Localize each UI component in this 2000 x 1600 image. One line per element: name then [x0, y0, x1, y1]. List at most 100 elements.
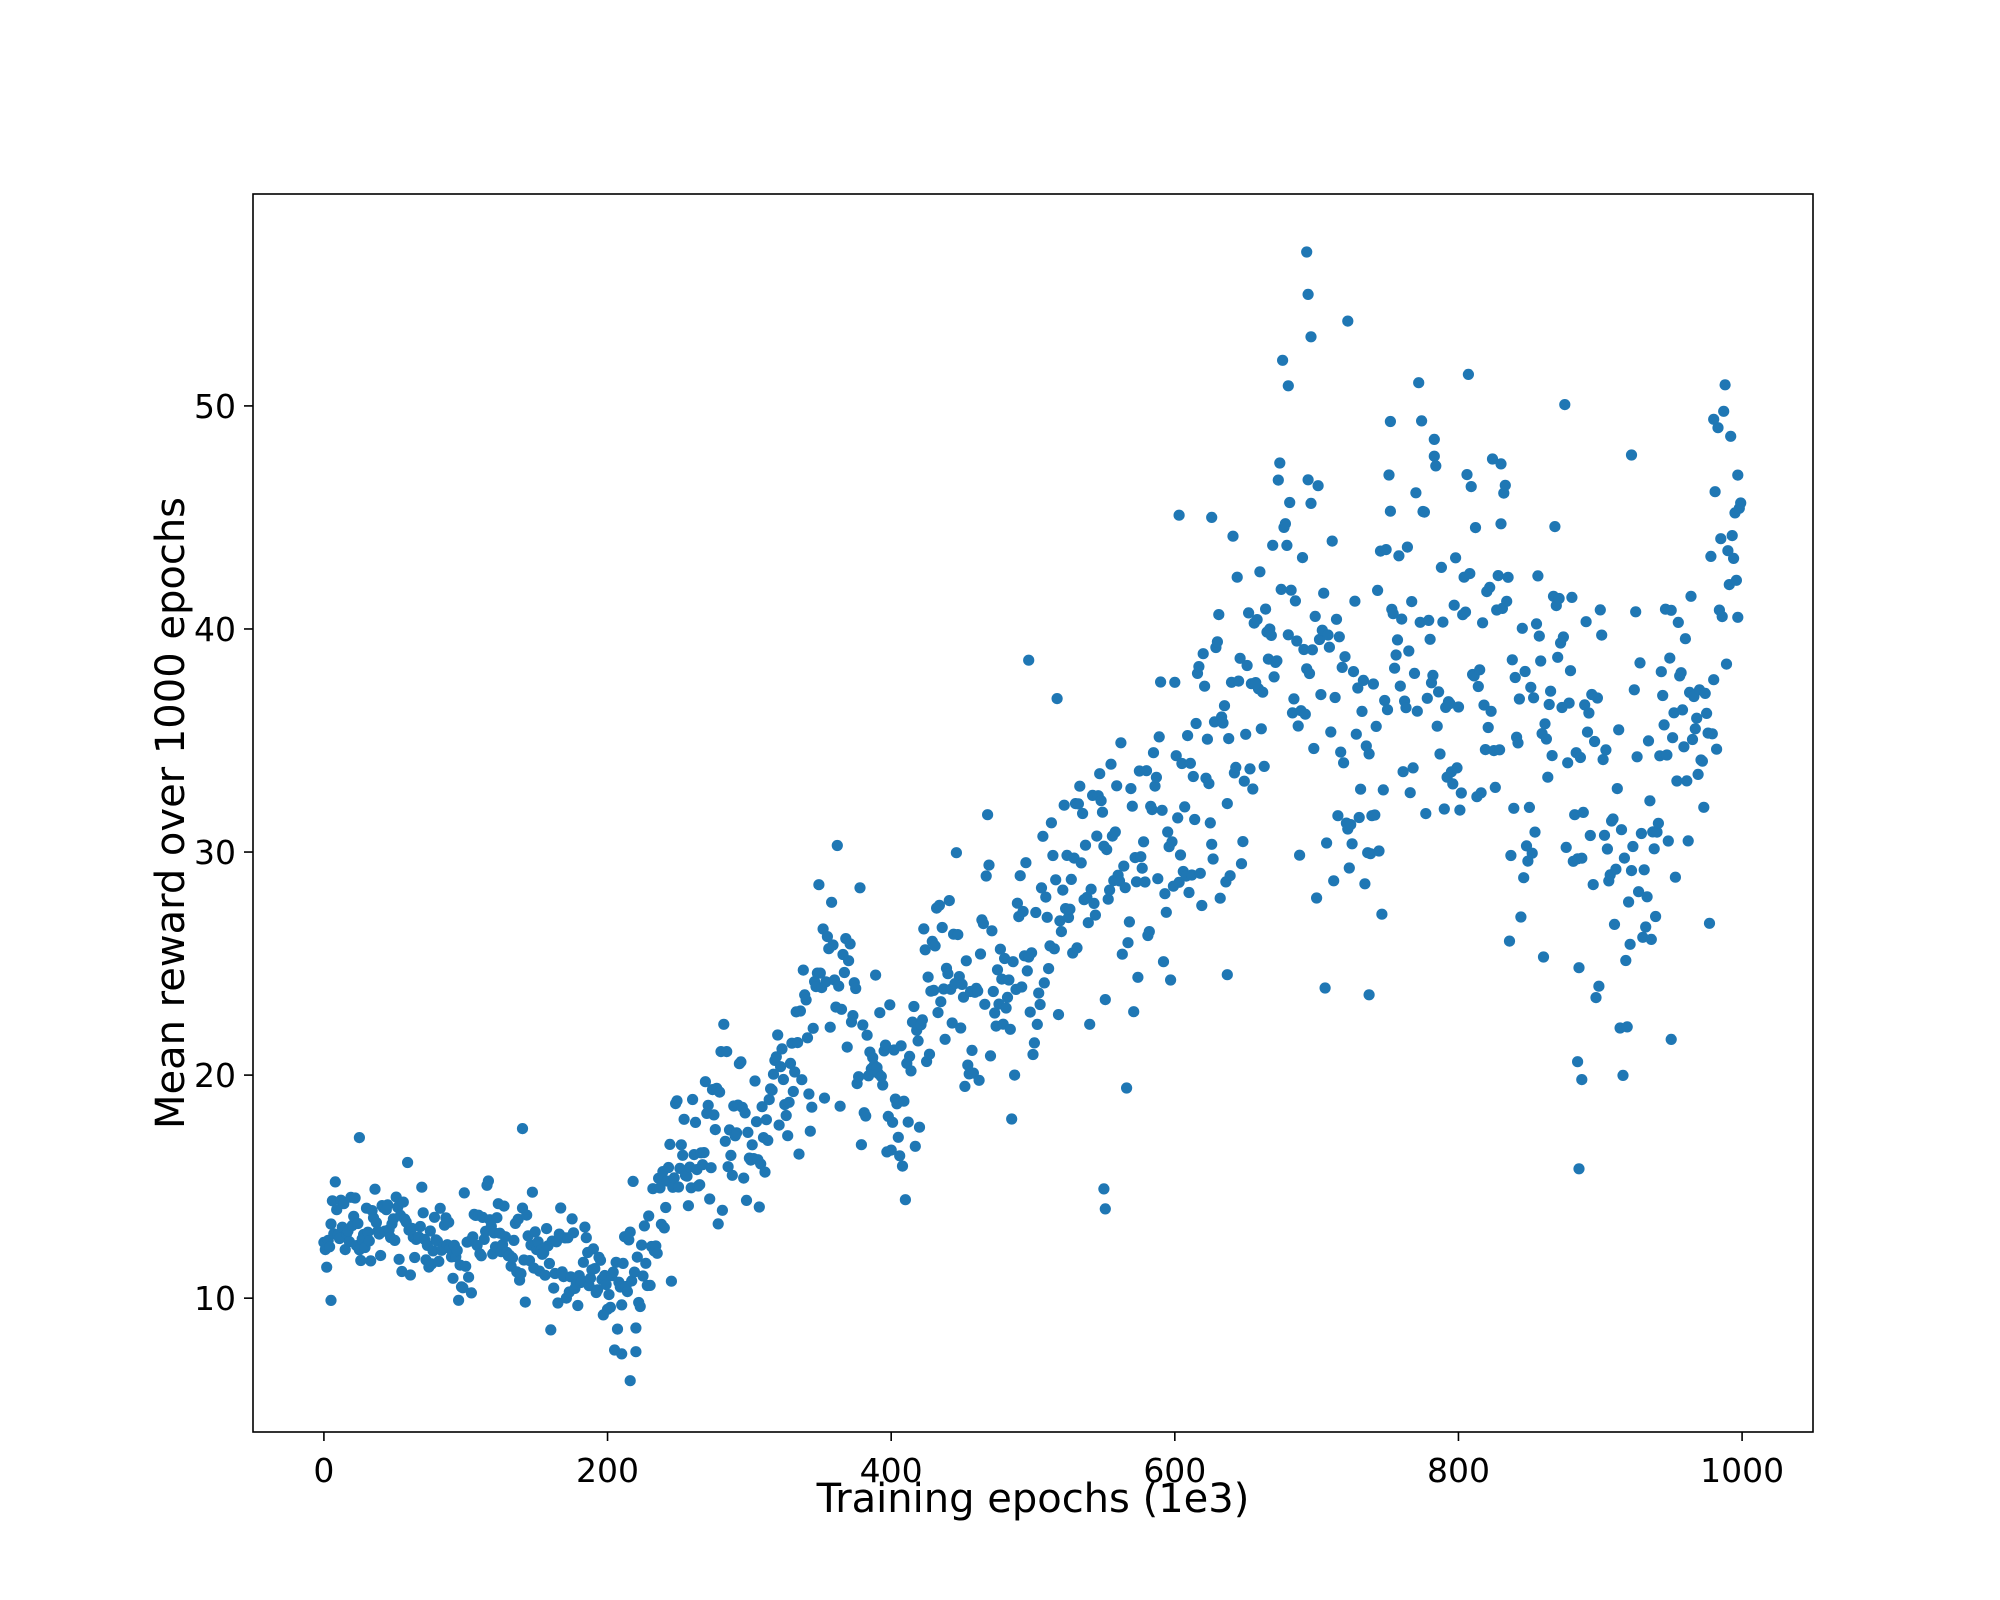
scatter-point	[1637, 931, 1649, 943]
scatter-point	[1373, 845, 1385, 857]
scatter-point	[834, 1100, 846, 1112]
scatter-point	[1447, 778, 1459, 790]
scatter-point	[1679, 633, 1691, 645]
scatter-point	[654, 1182, 666, 1194]
scatter-point	[1479, 744, 1491, 756]
scatter-point	[1342, 315, 1354, 327]
scatter-point	[1715, 533, 1727, 545]
scatter-point	[749, 1075, 761, 1087]
scatter-point	[662, 1161, 675, 1174]
y-tick-label: 30	[194, 833, 236, 872]
scatter-point	[1147, 747, 1160, 759]
scatter-point	[813, 879, 825, 891]
scatter-point	[1525, 681, 1537, 693]
scatter-point	[1615, 824, 1628, 836]
scatter-point	[738, 1172, 750, 1184]
scatter-point	[714, 1086, 726, 1098]
scatter-point	[1363, 989, 1375, 1001]
scatter-point	[1512, 737, 1524, 749]
scatter-point	[1048, 943, 1060, 955]
scatter-point	[1045, 817, 1057, 829]
scatter-point	[1033, 987, 1045, 999]
scatter-point	[1424, 633, 1436, 645]
scatter-point	[1708, 413, 1720, 425]
scatter-point	[960, 955, 972, 967]
scatter-point	[1299, 708, 1311, 720]
scatter-point	[627, 1175, 639, 1187]
scatter-point	[746, 1139, 758, 1151]
scatter-point	[1428, 433, 1440, 445]
scatter-point	[1546, 750, 1558, 762]
scatter-point	[1651, 826, 1663, 838]
scatter-point	[1325, 726, 1337, 738]
scatter-point	[414, 1220, 426, 1233]
scatter-point	[708, 1109, 720, 1121]
scatter-point	[603, 1289, 615, 1301]
scatter-point	[1277, 354, 1289, 366]
scatter-point	[1040, 891, 1052, 903]
scatter-point	[759, 1166, 771, 1178]
scatter-point	[1413, 377, 1425, 389]
scatter-point	[1482, 721, 1494, 734]
x-tick-label: 800	[1427, 1451, 1490, 1490]
scatter-point	[1708, 674, 1720, 686]
scatter-point	[1607, 813, 1619, 825]
scatter-point	[1296, 552, 1309, 564]
scatter-point	[1157, 956, 1170, 968]
scatter-point	[804, 1125, 816, 1137]
scatter-point	[1624, 938, 1636, 950]
scatter-point	[912, 1035, 924, 1047]
scatter-point	[1608, 918, 1621, 931]
scatter-point	[1681, 775, 1693, 787]
scatter-point	[1179, 801, 1191, 813]
scatter-point	[1706, 728, 1718, 740]
scatter-point	[475, 1250, 487, 1262]
scatter-point	[1435, 561, 1447, 574]
scatter-point	[835, 1003, 848, 1015]
scatter-point	[1505, 849, 1517, 862]
scatter-point	[1662, 835, 1674, 847]
scatter-point	[987, 985, 999, 998]
scatter-point	[626, 1275, 638, 1287]
scatter-point	[1454, 804, 1466, 816]
scatter-point	[584, 1272, 597, 1284]
scatter-point	[905, 1065, 917, 1077]
scatter-point	[1353, 811, 1365, 824]
scatter-point	[994, 943, 1007, 955]
scatter-point	[1203, 778, 1215, 790]
scatter-point	[658, 1222, 670, 1234]
scatter-point	[1576, 1074, 1588, 1086]
scatter-point	[1217, 717, 1229, 729]
scatter-point	[1111, 780, 1123, 792]
scatter-point	[982, 809, 994, 821]
scatter-point	[1533, 630, 1545, 642]
scatter-point	[1591, 692, 1603, 704]
scatter-point	[1529, 826, 1541, 838]
scatter-point	[959, 1080, 971, 1092]
scatter-point	[592, 1284, 604, 1296]
scatter-point	[800, 994, 812, 1006]
scatter-point	[860, 1110, 872, 1122]
scatter-point	[460, 1260, 472, 1272]
scatter-point	[782, 1130, 794, 1142]
scatter-point	[1298, 643, 1310, 656]
scatter-point	[861, 1029, 873, 1041]
scatter-point	[1183, 886, 1195, 899]
scatter-point	[1257, 686, 1269, 698]
scatter-point	[1526, 847, 1538, 859]
scatter-point	[363, 1235, 375, 1247]
scatter-point	[1064, 903, 1076, 915]
scatter-point	[1657, 689, 1669, 702]
scatter-point	[1691, 712, 1703, 724]
scatter-point	[1051, 693, 1063, 705]
scatter-point	[1600, 744, 1612, 756]
scatter-point	[389, 1234, 401, 1246]
scatter-point	[417, 1207, 429, 1219]
scatter-point	[1434, 748, 1446, 760]
scatter-point	[664, 1138, 676, 1150]
scatter-point	[1254, 566, 1266, 578]
scatter-point	[1631, 751, 1643, 763]
scatter-point	[579, 1221, 591, 1233]
scatter-point	[1285, 584, 1297, 596]
scatter-point	[1156, 804, 1168, 816]
